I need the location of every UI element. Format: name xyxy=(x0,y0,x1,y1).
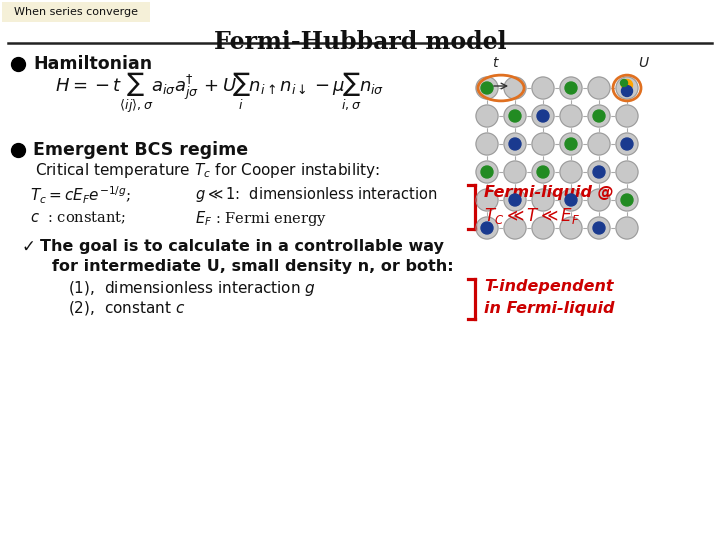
Text: $g \ll 1$:  dimensionless interaction: $g \ll 1$: dimensionless interaction xyxy=(195,186,438,205)
Circle shape xyxy=(532,105,554,127)
Circle shape xyxy=(621,79,628,86)
Text: $U$: $U$ xyxy=(638,56,650,70)
Circle shape xyxy=(504,189,526,211)
Circle shape xyxy=(621,138,633,150)
Circle shape xyxy=(588,189,610,211)
Text: $H = -t\sum_{\langle ij\rangle,\sigma} a_{i\sigma}a^{\dagger}_{j\sigma}\,+U\!\su: $H = -t\sum_{\langle ij\rangle,\sigma} a… xyxy=(55,71,384,115)
Circle shape xyxy=(560,217,582,239)
Circle shape xyxy=(504,161,526,183)
Circle shape xyxy=(621,194,633,206)
Circle shape xyxy=(588,133,610,155)
Circle shape xyxy=(565,194,577,206)
Text: $E_F$ : Fermi energy: $E_F$ : Fermi energy xyxy=(195,208,327,227)
Text: T-independent: T-independent xyxy=(484,280,613,294)
Circle shape xyxy=(476,133,498,155)
Circle shape xyxy=(476,217,498,239)
Text: $c$  : constant;: $c$ : constant; xyxy=(30,210,126,226)
Circle shape xyxy=(509,110,521,122)
Circle shape xyxy=(593,110,605,122)
Text: Emergent BCS regime: Emergent BCS regime xyxy=(33,141,248,159)
Circle shape xyxy=(504,105,526,127)
Circle shape xyxy=(509,194,521,206)
Circle shape xyxy=(476,105,498,127)
Circle shape xyxy=(616,189,638,211)
Circle shape xyxy=(504,133,526,155)
Circle shape xyxy=(532,133,554,155)
Text: Hamiltonian: Hamiltonian xyxy=(33,55,152,73)
Text: Fermi-Hubbard model: Fermi-Hubbard model xyxy=(214,30,506,54)
Text: $T_C \ll T \ll E_F$: $T_C \ll T \ll E_F$ xyxy=(484,206,580,226)
Circle shape xyxy=(481,222,493,234)
Circle shape xyxy=(565,138,577,150)
Text: (1),  dimensionless interaction $g$: (1), dimensionless interaction $g$ xyxy=(68,280,316,299)
Text: Critical temperature $T_c$ for Cooper instability:: Critical temperature $T_c$ for Cooper in… xyxy=(35,161,380,180)
Text: When series converge: When series converge xyxy=(14,7,138,17)
Circle shape xyxy=(593,166,605,178)
Circle shape xyxy=(588,217,610,239)
Circle shape xyxy=(565,82,577,94)
Circle shape xyxy=(537,110,549,122)
Circle shape xyxy=(588,77,610,99)
Circle shape xyxy=(588,161,610,183)
Circle shape xyxy=(537,166,549,178)
Text: ✓: ✓ xyxy=(22,238,36,256)
Text: $T_c = cE_F e^{-1/g}$;: $T_c = cE_F e^{-1/g}$; xyxy=(30,184,131,206)
Text: The goal is to calculate in a controllable way: The goal is to calculate in a controllab… xyxy=(40,239,444,253)
Text: Fermi-liquid @: Fermi-liquid @ xyxy=(484,185,613,199)
Circle shape xyxy=(504,77,526,99)
Circle shape xyxy=(560,161,582,183)
Circle shape xyxy=(588,105,610,127)
Circle shape xyxy=(532,77,554,99)
Circle shape xyxy=(560,189,582,211)
Circle shape xyxy=(616,77,638,99)
Circle shape xyxy=(616,217,638,239)
Text: in Fermi-liquid: in Fermi-liquid xyxy=(484,300,614,315)
Circle shape xyxy=(560,133,582,155)
Text: (2),  constant $c$: (2), constant $c$ xyxy=(68,299,186,317)
FancyBboxPatch shape xyxy=(2,2,150,22)
Circle shape xyxy=(509,138,521,150)
Circle shape xyxy=(616,161,638,183)
Circle shape xyxy=(532,161,554,183)
Circle shape xyxy=(616,105,638,127)
Circle shape xyxy=(621,85,632,97)
Circle shape xyxy=(593,222,605,234)
Circle shape xyxy=(481,82,493,94)
Circle shape xyxy=(616,133,638,155)
Circle shape xyxy=(532,217,554,239)
Circle shape xyxy=(476,161,498,183)
Text: $t$: $t$ xyxy=(492,56,500,70)
Text: for intermediate U, small density n, or both:: for intermediate U, small density n, or … xyxy=(52,260,454,274)
Circle shape xyxy=(481,166,493,178)
Circle shape xyxy=(621,79,632,91)
Circle shape xyxy=(504,217,526,239)
Circle shape xyxy=(476,77,498,99)
Circle shape xyxy=(560,77,582,99)
Circle shape xyxy=(560,105,582,127)
Circle shape xyxy=(532,189,554,211)
Circle shape xyxy=(476,189,498,211)
